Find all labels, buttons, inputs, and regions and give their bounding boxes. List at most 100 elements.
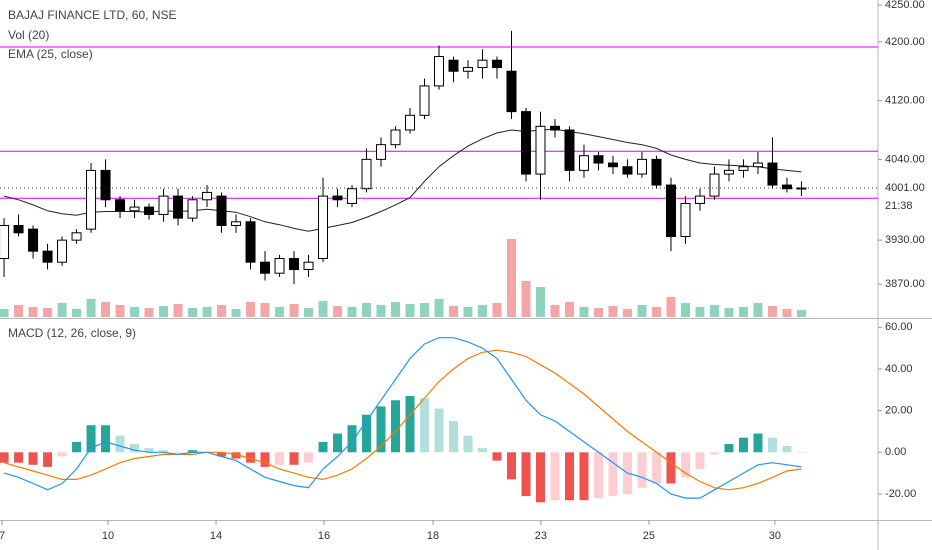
- candle-body: [665, 184, 676, 237]
- volume-bar: [753, 303, 763, 317]
- candle-body: [709, 173, 720, 197]
- histogram-bar: [130, 443, 140, 453]
- histogram-bar: [651, 452, 661, 484]
- candle-body: [42, 250, 53, 263]
- candle-body: [781, 184, 792, 190]
- x-tick-label: 7: [0, 530, 5, 542]
- candle-body: [549, 125, 560, 131]
- volume-bar: [506, 239, 516, 317]
- candle-body: [115, 199, 126, 212]
- histogram-bar: [318, 441, 328, 453]
- candle-body: [347, 188, 358, 204]
- volume-bar: [391, 302, 401, 317]
- candle-body: [462, 67, 473, 72]
- volume-bar: [637, 305, 647, 317]
- y-tick-label: -20.00: [885, 488, 916, 500]
- histogram-bar: [666, 452, 676, 484]
- macd-line: [3, 337, 802, 499]
- volume-bar: [101, 302, 111, 317]
- histogram-bar: [304, 452, 314, 463]
- volume-bar: [608, 306, 618, 317]
- histogram-bar: [362, 414, 372, 453]
- volume-bar: [521, 281, 531, 317]
- candle-body: [723, 169, 734, 175]
- volume-bar: [651, 307, 661, 317]
- volume-bar: [159, 306, 169, 317]
- candle-body: [187, 199, 198, 219]
- histogram-bar: [463, 435, 473, 453]
- histogram-bar: [376, 406, 386, 453]
- x-tick-label: 10: [102, 530, 114, 542]
- histogram-bar: [753, 433, 763, 453]
- x-tick-label: 14: [210, 530, 222, 542]
- candle-body: [694, 195, 705, 204]
- y-tick-label: 4200.00: [885, 36, 925, 48]
- candle-body: [129, 206, 140, 212]
- macd-legend: MACD (12, 26, close, 9): [8, 326, 136, 340]
- candle-body: [318, 195, 329, 260]
- histogram-bar: [550, 452, 560, 501]
- candle-body: [680, 202, 691, 237]
- volume-bar: [724, 308, 734, 317]
- histogram-bar: [246, 452, 256, 463]
- y-tick-label: 3930.00: [885, 234, 925, 246]
- ema-line: [3, 128, 802, 232]
- candle-body: [57, 239, 68, 263]
- candle-body: [405, 114, 416, 131]
- candle-body: [578, 155, 589, 171]
- histogram-bar: [564, 452, 574, 501]
- x-tick-label: 30: [769, 530, 781, 542]
- histogram-bar: [173, 452, 183, 453]
- last-price-label: 4001.00: [885, 182, 925, 194]
- volume-bar: [72, 309, 82, 317]
- candle-body: [448, 59, 459, 72]
- histogram-bar: [0, 452, 9, 463]
- candle-body: [752, 162, 763, 168]
- candle-body: [434, 56, 444, 87]
- candle-body: [376, 144, 387, 160]
- candle-body: [144, 206, 155, 215]
- candle-body: [245, 221, 256, 263]
- volume-bar: [115, 305, 125, 317]
- y-tick-label: 20.00: [885, 405, 913, 417]
- candle-body: [636, 158, 647, 175]
- volume-bar: [304, 308, 314, 317]
- histogram-bar: [347, 425, 357, 453]
- candle-body: [289, 258, 300, 271]
- candle-body: [216, 195, 227, 226]
- volume-bar: [217, 305, 227, 317]
- candle-body: [173, 195, 184, 219]
- volume-legend: Vol (20): [8, 28, 49, 42]
- histogram-bar: [796, 452, 806, 453]
- candle-body: [13, 224, 24, 234]
- y-tick-label: 0.00: [885, 446, 906, 458]
- volume-bar: [622, 309, 632, 317]
- volume-bar: [579, 307, 589, 317]
- candle-body: [520, 111, 531, 175]
- histogram-bar: [680, 452, 690, 478]
- volume-bar: [463, 307, 473, 317]
- y-tick-label: 4250.00: [885, 0, 925, 11]
- histogram-bar: [231, 452, 241, 459]
- signal-line: [3, 349, 802, 491]
- candle-body: [28, 228, 39, 252]
- histogram-bar: [434, 408, 444, 453]
- volume-bar: [202, 307, 212, 317]
- histogram-bar: [608, 452, 618, 497]
- volume-bar: [593, 308, 603, 317]
- volume-bar: [405, 304, 415, 317]
- histogram-bar: [101, 425, 111, 453]
- volume-bar: [57, 303, 67, 317]
- histogram-bar: [448, 421, 458, 453]
- volume-bar: [231, 309, 241, 317]
- volume-bar: [709, 305, 719, 317]
- candle-body: [71, 232, 82, 241]
- histogram-bar: [782, 446, 792, 453]
- histogram-bar: [709, 452, 719, 455]
- chart-title: BAJAJ FINANCE LTD, 60, NSE: [8, 8, 177, 22]
- volume-bar: [448, 306, 458, 317]
- candle-body: [622, 166, 633, 175]
- volume-bar: [782, 309, 792, 317]
- volume-bar: [28, 307, 38, 317]
